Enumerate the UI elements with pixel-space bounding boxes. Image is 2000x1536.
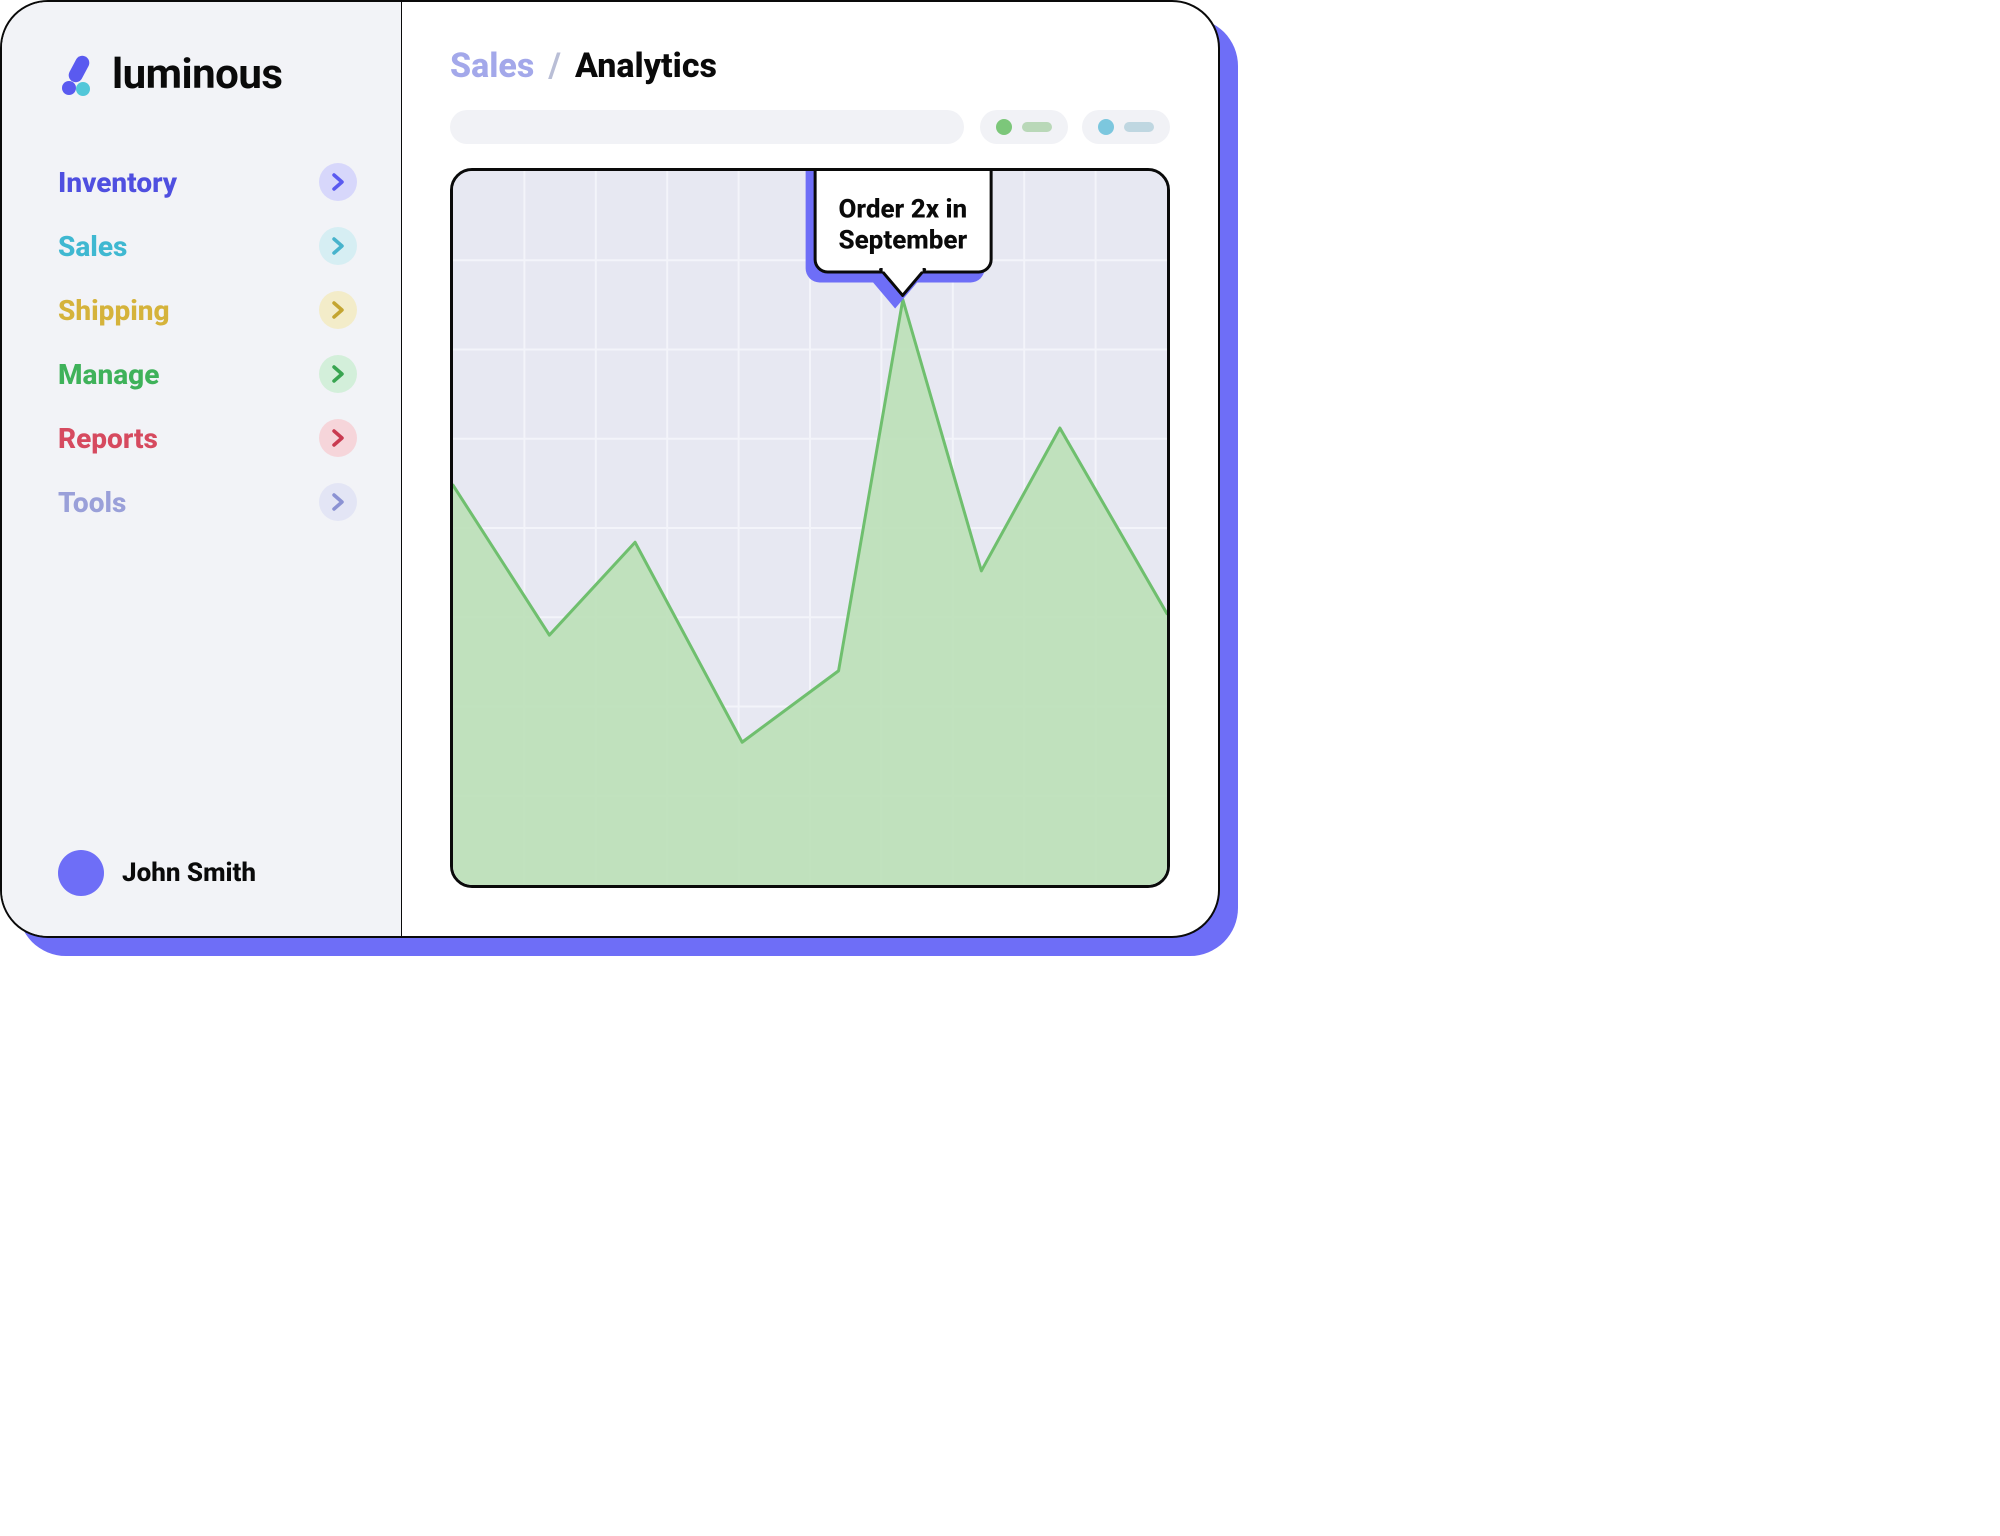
main: Sales / Analytics Order 2x in September: [402, 2, 1218, 936]
legend-dot-icon: [996, 119, 1012, 135]
sidebar-item-label: Tools: [58, 486, 126, 519]
sidebar-item-label: Inventory: [58, 166, 177, 199]
sidebar-item-sales[interactable]: Sales: [58, 227, 357, 265]
brand-logo-icon: [58, 53, 102, 97]
avatar: [58, 850, 104, 896]
chart-tooltip: Order 2x in September: [813, 168, 992, 274]
breadcrumb: Sales / Analytics: [450, 46, 1170, 86]
sidebar-item-inventory[interactable]: Inventory: [58, 163, 357, 201]
chevron-right-icon: [319, 419, 357, 457]
chevron-right-icon: [319, 355, 357, 393]
chevron-right-icon: [319, 291, 357, 329]
legend-dash-icon: [1124, 122, 1154, 132]
sidebar-item-shipping[interactable]: Shipping: [58, 291, 357, 329]
sidebar-item-label: Manage: [58, 358, 159, 391]
sidebar-item-reports[interactable]: Reports: [58, 419, 357, 457]
legend-pill-0[interactable]: [980, 110, 1068, 144]
legend-pill-1[interactable]: [1082, 110, 1170, 144]
toolbar: [450, 110, 1170, 144]
breadcrumb-sales[interactable]: Sales: [450, 46, 534, 86]
sidebar: luminous Inventory Sales Shipping Manage Rep…: [2, 2, 402, 936]
chart-card: Order 2x in September: [450, 168, 1170, 888]
breadcrumb-analytics: Analytics: [575, 46, 717, 86]
window-wrap: luminous Inventory Sales Shipping Manage Rep…: [0, 0, 1220, 938]
legend-group: [980, 110, 1170, 144]
chevron-right-icon: [319, 163, 357, 201]
user-block[interactable]: John Smith: [58, 810, 357, 896]
tooltip-text: Order 2x in September: [838, 194, 967, 255]
sidebar-item-label: Sales: [58, 230, 127, 263]
app-window: luminous Inventory Sales Shipping Manage Rep…: [0, 0, 1220, 938]
chevron-right-icon: [319, 483, 357, 521]
sidebar-item-manage[interactable]: Manage: [58, 355, 357, 393]
breadcrumb-separator: /: [548, 46, 561, 86]
legend-dot-icon: [1098, 119, 1114, 135]
tooltip-tail: [881, 270, 925, 296]
sidebar-item-label: Shipping: [58, 294, 170, 327]
sidebar-nav: Inventory Sales Shipping Manage Reports Tools: [58, 163, 357, 521]
user-name: John Smith: [122, 858, 256, 888]
sidebar-item-tools[interactable]: Tools: [58, 483, 357, 521]
tooltip-body: Order 2x in September: [813, 168, 992, 274]
sidebar-item-label: Reports: [58, 422, 158, 455]
brand-name: luminous: [112, 50, 282, 99]
search-input[interactable]: [450, 110, 964, 144]
brand: luminous: [58, 50, 357, 99]
legend-dash-icon: [1022, 122, 1052, 132]
chevron-right-icon: [319, 227, 357, 265]
